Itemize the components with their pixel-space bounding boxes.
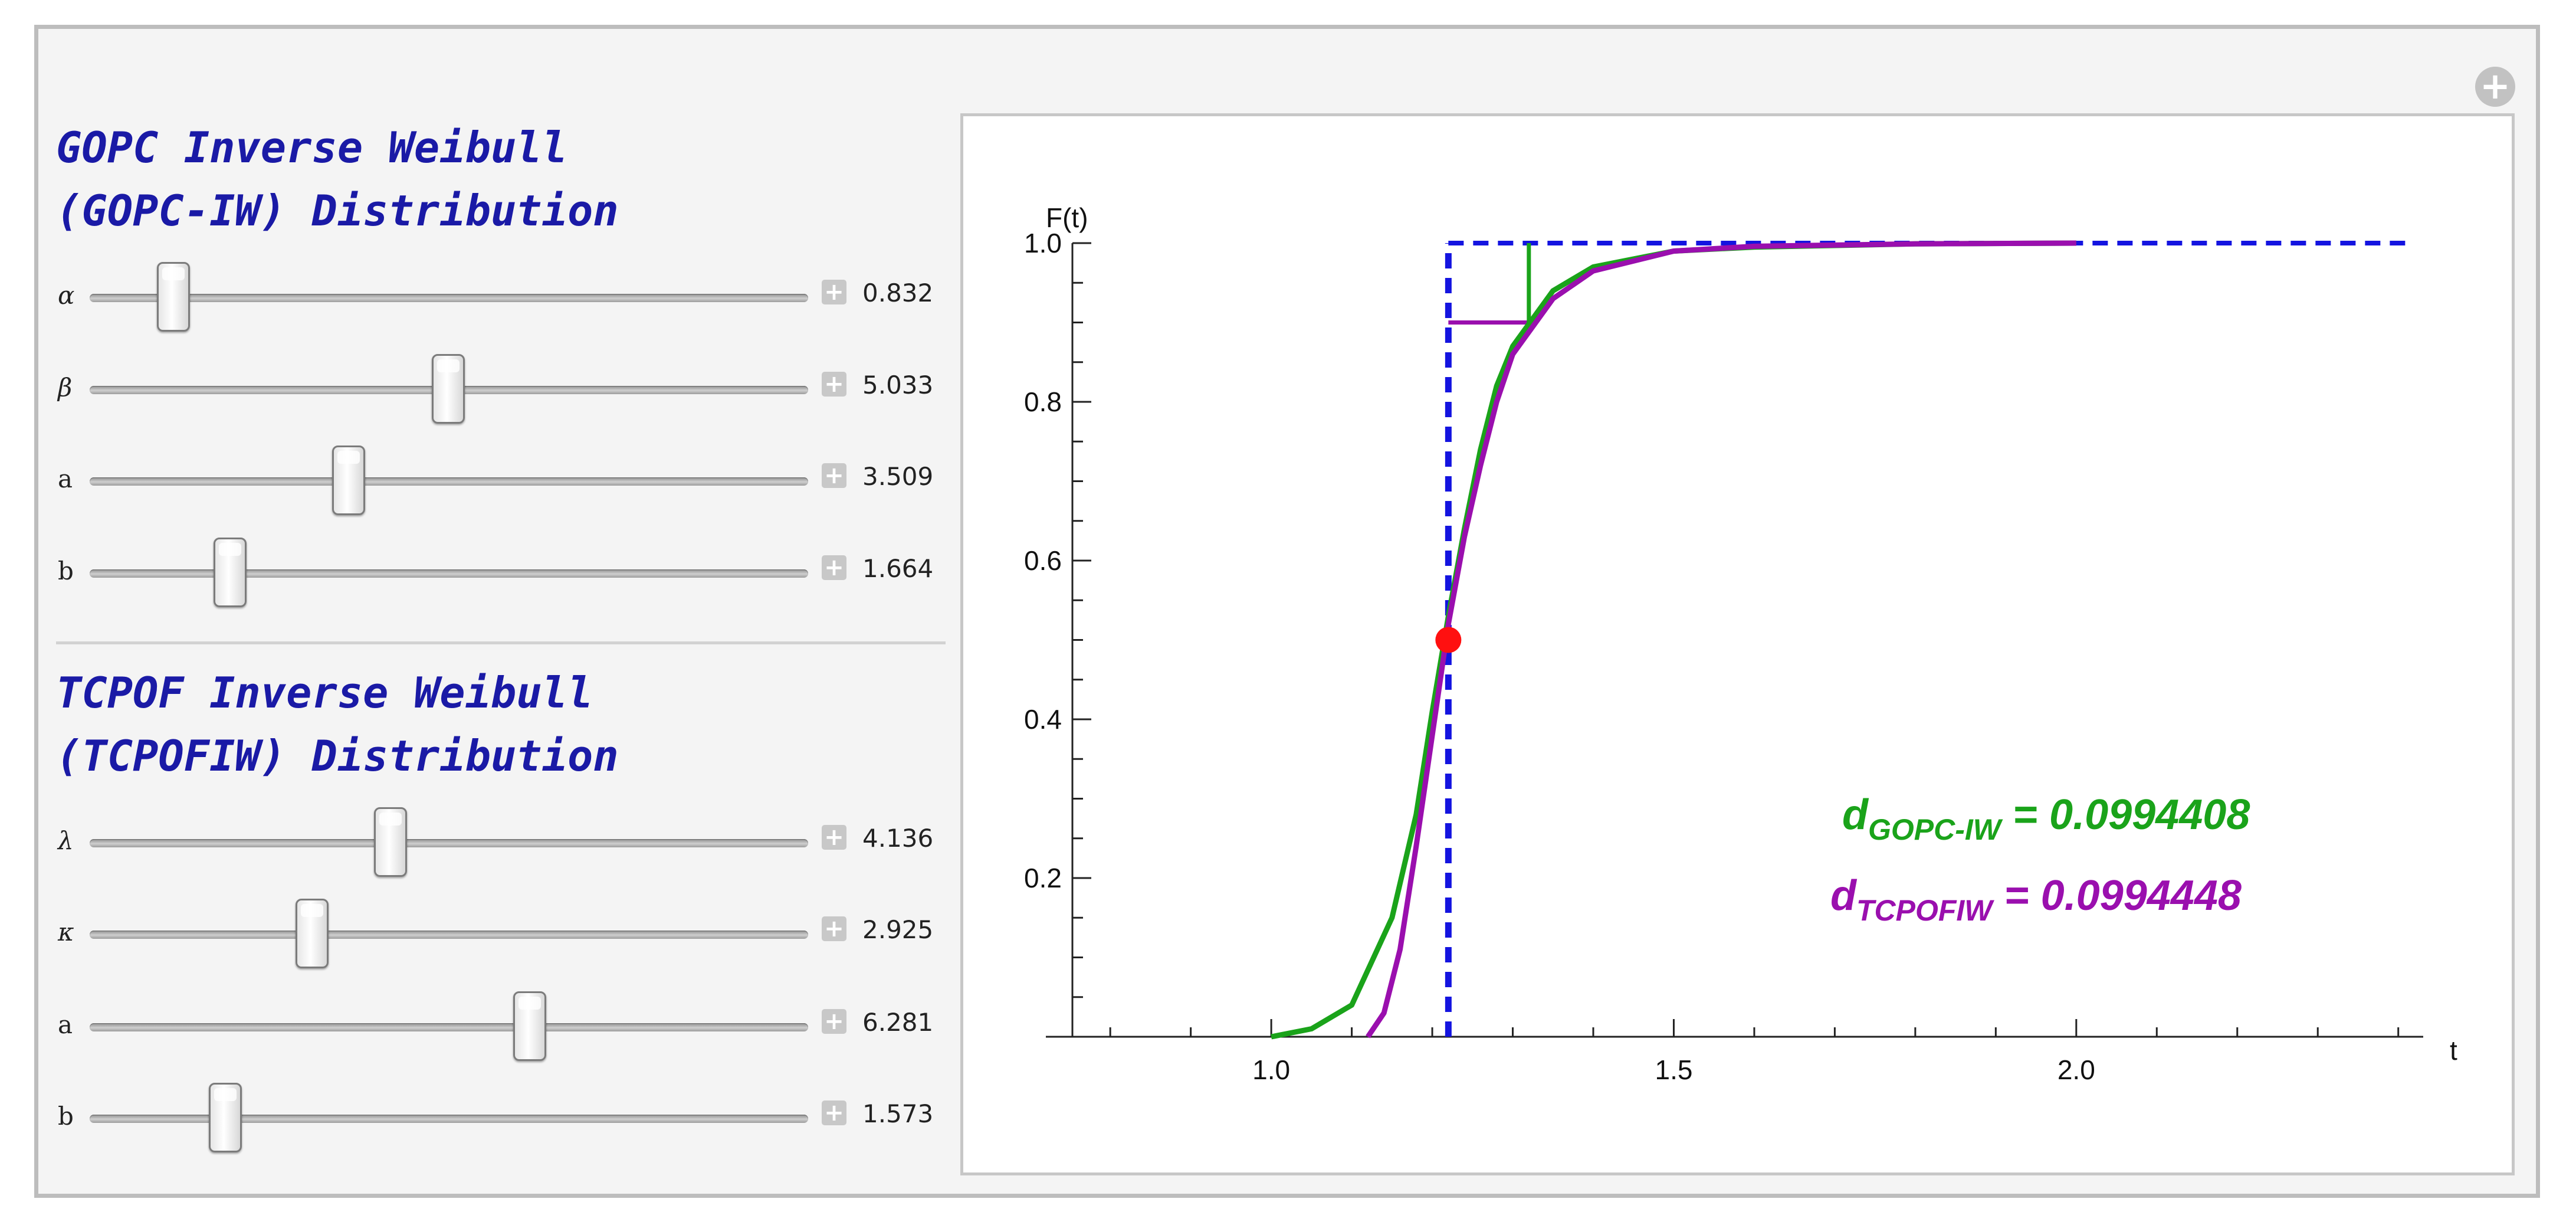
slider-thumb-kappa[interactable] <box>296 899 329 968</box>
y-tick-label: 0.8 <box>1024 387 1062 417</box>
y-tick-label: 0.6 <box>1024 545 1062 576</box>
plus-circle-icon[interactable]: + <box>2475 67 2515 107</box>
annotation-gopc: dGOPC-IW = 0.0994408 <box>1842 791 2250 846</box>
value-lambda: 4.136 <box>862 824 934 853</box>
slider-kappa[interactable] <box>90 931 808 939</box>
annotation-value: = 0.0994448 <box>1993 872 2242 919</box>
param-label-lambda: λ <box>58 826 74 855</box>
y-tick-label: 1.0 <box>1024 228 1062 258</box>
y-axis-label: F(t) <box>1046 202 1088 233</box>
param-label-alpha: α <box>58 281 75 310</box>
annotation-symbol: d <box>1830 872 1858 919</box>
slider-lambda[interactable] <box>90 839 808 847</box>
x-tick-label: 1.0 <box>1252 1054 1290 1085</box>
slider-thumb-b-gopc[interactable] <box>214 538 247 607</box>
annotation-tcpof: dTCPOFIW = 0.0994448 <box>1830 872 2242 927</box>
value-a-gopc: 3.509 <box>862 462 934 491</box>
param-label-b-gopc: b <box>58 556 74 585</box>
plus-square-icon[interactable]: + <box>822 825 846 850</box>
section-subtitle-tcpof: (TCPOFIW) Distribution <box>56 731 619 781</box>
slider-thumb-alpha[interactable] <box>157 262 190 332</box>
markers <box>1435 627 1462 653</box>
slider-thumb-b-tcpof[interactable] <box>209 1083 242 1152</box>
slider-thumb-a-tcpof[interactable] <box>513 991 546 1061</box>
annotation-subscript: TCPOFIW <box>1856 894 1994 927</box>
slider-a-tcpof[interactable] <box>90 1023 808 1031</box>
value-alpha: 0.832 <box>862 279 934 307</box>
param-label-a-tcpof: a <box>58 1010 73 1039</box>
slider-b-gopc[interactable] <box>90 569 808 578</box>
y-tick-label: 0.4 <box>1024 704 1062 735</box>
section-title-tcpof: TCPOF Inverse Weibull <box>56 668 593 718</box>
param-label-beta: β <box>58 373 73 402</box>
x-axis-label: t <box>2450 1035 2457 1066</box>
value-kappa: 2.925 <box>862 915 934 944</box>
plus-square-icon[interactable]: + <box>822 1009 846 1034</box>
value-b-gopc: 1.664 <box>862 554 934 583</box>
plus-square-icon[interactable]: + <box>822 1100 846 1125</box>
x-tick-label: 1.5 <box>1655 1054 1692 1085</box>
annotation-subscript: GOPC-IW <box>1868 813 2003 846</box>
series-group <box>1271 240 2076 1040</box>
value-beta: 5.033 <box>862 371 934 399</box>
value-a-tcpof: 6.281 <box>862 1008 934 1037</box>
plus-square-icon[interactable]: + <box>822 463 846 488</box>
plus-square-icon[interactable]: + <box>822 916 846 941</box>
value-b-tcpof: 1.573 <box>862 1099 934 1128</box>
series-line-1 <box>1366 240 2076 1039</box>
axes: 0.2 0.4 0.6 0.8 1.0 1.0 1.5 2.0 <box>1024 228 2423 1085</box>
y-tick-label: 0.2 <box>1024 863 1062 893</box>
slider-a-gopc[interactable] <box>90 477 808 486</box>
param-label-b-tcpof: b <box>58 1102 74 1131</box>
param-label-kappa: κ <box>58 918 74 946</box>
param-label-a-gopc: a <box>58 464 73 493</box>
section-subtitle-gopc: (GOPC-IW) Distribution <box>56 186 619 235</box>
plus-square-icon[interactable]: + <box>822 280 846 304</box>
slider-thumb-a-gopc[interactable] <box>332 446 365 515</box>
x-tick-label: 2.0 <box>2057 1054 2095 1085</box>
plus-square-icon[interactable]: + <box>822 372 846 397</box>
section-title-gopc: GOPC Inverse Weibull <box>56 123 567 172</box>
section-divider <box>56 641 946 644</box>
annotation-symbol: d <box>1842 791 1869 838</box>
annotation-value: = 0.0994408 <box>2001 791 2250 838</box>
median-point <box>1435 627 1462 653</box>
plot-panel: 0.2 0.4 0.6 0.8 1.0 1.0 1.5 2.0 F(t) t dGOPC-IW… <box>960 113 2515 1175</box>
slider-alpha[interactable] <box>90 294 808 302</box>
slider-thumb-lambda[interactable] <box>374 807 407 877</box>
cdf-chart: 0.20.40.60.81.01.0 1.5 2.0 F(t) t dGOPC-IW… <box>1024 202 2457 1085</box>
slider-b-tcpof[interactable] <box>90 1115 808 1123</box>
slider-thumb-beta[interactable] <box>432 354 465 424</box>
plus-square-icon[interactable]: + <box>822 555 846 580</box>
